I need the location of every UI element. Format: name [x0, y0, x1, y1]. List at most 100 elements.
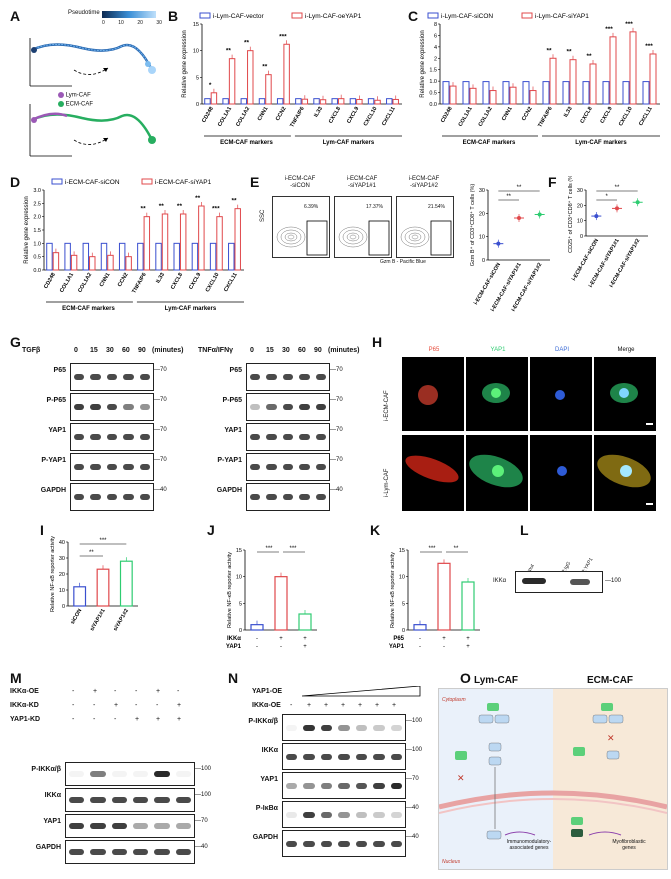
flow-plot [396, 196, 454, 258]
blot-condition-mark: - [135, 688, 138, 695]
x-tick-label: TNFAIP6 [289, 106, 306, 129]
blot-band [250, 404, 261, 410]
bar [602, 81, 610, 105]
lym-caf-dot-icon [58, 92, 64, 98]
molecular-weight-marker: —100 [406, 718, 423, 724]
bar [356, 98, 363, 105]
flow-title: i-ECM-CAF -siYAP1#2 [408, 176, 440, 189]
blot-band [154, 771, 170, 777]
y-tick-label: 0 [482, 258, 485, 264]
n-ikk-mark: + [392, 702, 397, 709]
l-mw-value: 100 [611, 578, 622, 584]
blot-band [154, 797, 170, 803]
panel-label-d: D [10, 174, 21, 190]
blot-band [133, 797, 149, 803]
bar [274, 576, 288, 631]
blot-unit-label: (minutes) [328, 347, 360, 354]
bar [64, 242, 71, 271]
group-label: ECM-CAF markers [220, 140, 273, 146]
blot-strip [282, 772, 406, 799]
condition-mark: - [443, 644, 445, 650]
y-tick-label: 0.0 [33, 268, 41, 274]
blot-time-label: 60 [122, 347, 130, 354]
flow-plot [334, 196, 392, 258]
bar [204, 98, 211, 105]
blot-band [250, 464, 261, 470]
blot-band [315, 464, 326, 470]
bar [622, 81, 630, 105]
x-tick-label: CD248 [43, 272, 57, 290]
bar [349, 98, 357, 105]
blot-band [315, 374, 326, 380]
blot-band [90, 771, 106, 777]
y-tick-label: 0.5 [429, 91, 437, 97]
significance-label: *** [645, 43, 653, 50]
blot-band [355, 724, 368, 731]
panel-label-o: O [460, 670, 471, 686]
blot-strip [65, 814, 195, 838]
blot-band [154, 823, 170, 829]
bar [265, 74, 272, 105]
bar [313, 98, 320, 105]
blot-band [74, 434, 85, 440]
pseudotime-label: Pseudotime [68, 10, 100, 16]
y-axis-label: Gzm B⁺ of CD3⁺CD8⁺ T cells (%) [469, 184, 476, 267]
blot-row-label: GAPDH [216, 487, 242, 494]
bar [198, 205, 205, 271]
blot-strip [65, 762, 195, 786]
y-tick-label: 10 [193, 49, 199, 55]
group-label: Lym-CAF markers [323, 140, 375, 146]
condition-mark: + [466, 644, 470, 650]
blot-band [282, 464, 294, 470]
blot-band [282, 404, 294, 410]
legend-swatch [291, 12, 303, 19]
legend-label: i-Lym-CAF-vector [213, 13, 265, 20]
blot-band [299, 464, 310, 470]
wedge [302, 686, 421, 697]
data-point [517, 216, 521, 220]
x-tick-label: IL33 [155, 272, 166, 285]
condition-mark: - [419, 644, 421, 650]
n-yap1-oe-label: YAP1-OE [252, 688, 283, 695]
bar [82, 242, 90, 271]
blot-band [90, 797, 106, 803]
blot-band [355, 753, 368, 760]
blot-band [154, 849, 170, 855]
molecular-weight-marker: —40 [406, 834, 419, 840]
blot-strip [246, 423, 330, 451]
group-label: ECM-CAF markers [463, 140, 516, 146]
blot-strip [70, 483, 154, 511]
bar [469, 87, 477, 105]
blot-band [139, 464, 150, 470]
blot-band [139, 434, 150, 440]
blot-row-label: P-P65 [46, 397, 66, 404]
legend-ecm-caf-label: ECM-CAF [65, 101, 94, 108]
x-tick-label: CNN1 [99, 272, 112, 288]
legend-label: i-Lym-CAF-siYAP1 [535, 13, 589, 20]
bar [73, 586, 87, 607]
l-mw: —100 [605, 578, 622, 584]
l-band [570, 579, 590, 585]
blot-band [320, 840, 333, 847]
h-row-lym: i-Lym-CAF [384, 468, 390, 497]
blot-band [315, 494, 326, 500]
blot-time-label: 60 [298, 347, 306, 354]
blot-time-label: 90 [314, 347, 322, 354]
blot-band [338, 840, 350, 847]
y-axis-label: Relative NF-κB reporter activity [50, 536, 56, 612]
blot-condition-mark: + [93, 688, 98, 695]
significance-label: *** [279, 33, 287, 40]
micrograph-row-ecm [402, 357, 656, 431]
bar [522, 81, 530, 105]
trajectory-pseudotime [29, 38, 156, 87]
blot-row-label: YAP1 [43, 818, 61, 825]
bar [642, 81, 650, 105]
x-tick-label: siYAP1#2 [113, 608, 130, 632]
blot-band [299, 494, 310, 500]
blot-band [69, 823, 85, 829]
condition-mark: - [256, 644, 258, 650]
flow-contours [338, 220, 390, 256]
legend-label: i-ECM-CAF-siYAP1 [155, 179, 212, 186]
